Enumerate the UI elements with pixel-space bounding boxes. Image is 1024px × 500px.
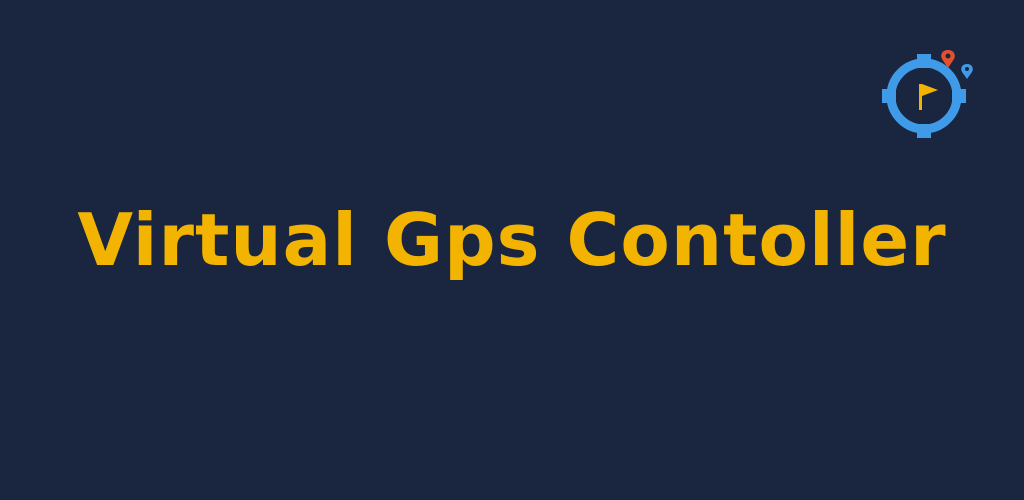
flag-icon bbox=[919, 84, 938, 110]
map-pin-icon bbox=[961, 64, 973, 79]
app-logo bbox=[876, 46, 980, 142]
map-pin-icon bbox=[941, 50, 955, 68]
banner-title: Virtual Gps Contoller bbox=[77, 198, 947, 282]
crosshair-icon bbox=[882, 54, 966, 138]
